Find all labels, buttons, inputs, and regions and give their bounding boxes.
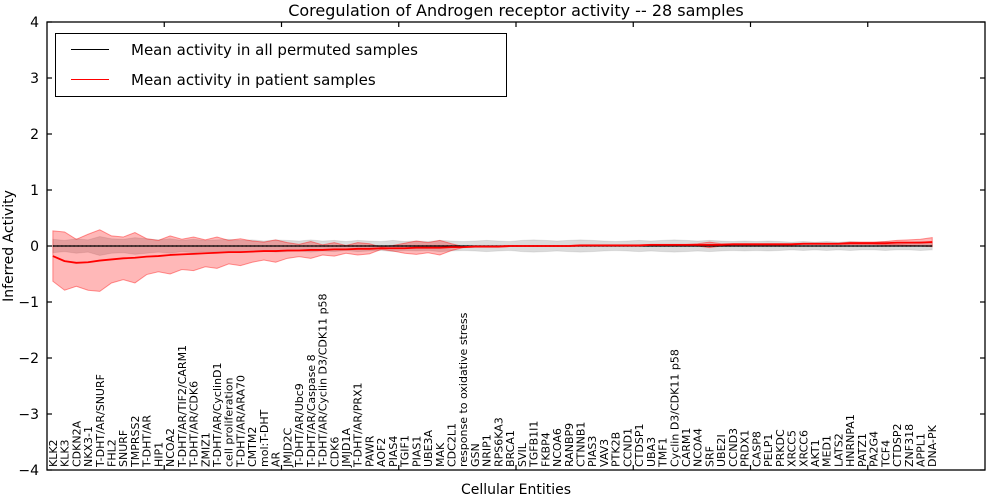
x-entity-label: JMJD1A xyxy=(340,428,353,468)
x-entity-label: SNURF xyxy=(117,430,130,467)
y-tick-label: 3 xyxy=(30,71,39,87)
x-entity-label: DNA-PK xyxy=(926,424,939,467)
x-entity-label: T-DHT/AR/Ubc9 xyxy=(293,383,306,468)
x-entity-label: UBA3 xyxy=(645,437,658,467)
x-entity-label: PAWR xyxy=(363,435,376,467)
x-entity-label: APPL1 xyxy=(915,433,928,467)
legend-line-sample-red xyxy=(71,79,109,80)
x-entity-label: T-DHT/AR/Caspase 8 xyxy=(305,354,318,468)
x-entity-label: ZNF318 xyxy=(903,424,916,467)
x-entity-label: KLK2 xyxy=(47,439,60,467)
y-tick-label: −3 xyxy=(18,407,39,423)
x-entity-label: CDKN2A xyxy=(70,420,83,467)
x-entity-label: NCOA4 xyxy=(692,428,705,467)
x-entity-label: UBE3A xyxy=(422,429,435,467)
x-entity-label: TMF1 xyxy=(657,437,670,468)
x-entity-label: T-DHT/AR/CDK6 xyxy=(188,381,201,468)
x-entity-label: TCF4 xyxy=(879,440,892,468)
x-entity-label: TGIF1 xyxy=(399,435,412,468)
x-entity-label: PATZ1 xyxy=(856,433,869,467)
x-entity-label: CASP8 xyxy=(750,431,763,467)
legend-label-permuted: Mean activity in all permuted samples xyxy=(131,40,418,59)
patient-mean-line xyxy=(52,241,933,264)
y-tick-label: −4 xyxy=(18,463,39,479)
x-entity-label: cell proliferation xyxy=(223,377,236,467)
x-entity-label: SRF xyxy=(703,446,716,467)
x-entity-label: NCOA2 xyxy=(164,428,177,467)
legend-label-patient: Mean activity in patient samples xyxy=(131,70,376,89)
y-tick-label: 4 xyxy=(30,15,39,31)
x-entity-label: PA2G4 xyxy=(868,431,881,467)
y-tick-label: 0 xyxy=(30,239,39,255)
x-entity-label: GSN xyxy=(469,443,482,467)
x-entity-label: PIAS3 xyxy=(586,436,599,467)
x-entity-label: VAV3 xyxy=(598,439,611,467)
x-entity-label: Cyclin D3/CDK11 p58 xyxy=(668,349,681,467)
x-entity-label: XRCC6 xyxy=(797,430,810,467)
x-entity-label: T-DHT/AR/TIF2/CARM1 xyxy=(176,345,189,468)
y-tick-label: −1 xyxy=(18,295,39,311)
x-entity-label: AR xyxy=(270,451,283,467)
x-entity-label: PIAS4 xyxy=(387,436,400,467)
x-entity-label: SVIL xyxy=(516,442,529,467)
x-entity-label: JMJD2C xyxy=(281,428,294,468)
y-tick-label: 1 xyxy=(30,183,39,199)
legend-line-sample-black xyxy=(71,49,109,50)
legend-entry-permuted: Mean activity in all permuted samples xyxy=(56,35,506,64)
x-entity-label: CDK6 xyxy=(328,437,341,467)
x-entity-label: PTK2B xyxy=(610,432,623,467)
x-entity-label: LATS2 xyxy=(832,433,845,467)
y-tick-label: 2 xyxy=(30,127,39,143)
x-entity-label: UBE2I xyxy=(715,434,728,467)
x-entity-label: BRCA1 xyxy=(504,430,517,467)
x-entity-label: T-DHT/AR/SNURF xyxy=(94,374,107,468)
x-entity-label: CARM1 xyxy=(680,428,693,467)
legend: Mean activity in all permuted samples Me… xyxy=(55,33,507,97)
x-entity-label: mol:T-DHT xyxy=(258,409,271,467)
x-entity-label: TMPRSS2 xyxy=(129,416,142,468)
x-entity-label: XRCC5 xyxy=(786,430,799,467)
chart-title: Coregulation of Androgen receptor activi… xyxy=(288,1,744,20)
x-entity-label: KLK3 xyxy=(59,439,72,467)
x-entity-label: response to oxidative stress xyxy=(457,312,470,467)
x-entity-label: CDC2L1 xyxy=(446,423,459,467)
x-entity-label: ZMIZ1 xyxy=(199,432,212,467)
legend-entry-patient: Mean activity in patient samples xyxy=(56,65,506,94)
x-entity-label: NRIP1 xyxy=(481,434,494,467)
x-entity-label: PELP1 xyxy=(762,434,775,467)
x-entity-label: PRDX1 xyxy=(739,430,752,467)
x-entity-label: CCND3 xyxy=(727,428,740,467)
x-entity-label: T-DHT/AR/ARA70 xyxy=(234,375,247,468)
x-entity-label: PRKDC xyxy=(774,429,787,467)
x-entity-label: HIP1 xyxy=(152,442,165,467)
x-entity-label: CMTM2 xyxy=(246,427,259,467)
x-entity-label: AKT1 xyxy=(809,439,822,467)
x-entity-label: AOF2 xyxy=(375,438,388,467)
x-entity-label: T-DHT/AR/Cyclin D3/CDK11 p58 xyxy=(317,293,330,468)
x-entity-label: FHL2 xyxy=(105,439,118,467)
x-entity-label: PIAS1 xyxy=(410,436,423,467)
patient-band xyxy=(52,229,933,292)
x-axis-label: Cellular Entities xyxy=(461,482,571,498)
x-entity-label: T-DHT/AR/PRX1 xyxy=(352,382,365,468)
x-entity-label: RANBP9 xyxy=(563,423,576,467)
x-entity-label: MED1 xyxy=(821,435,834,467)
x-entity-label: CCND1 xyxy=(621,428,634,467)
x-entity-label: NKX3-1 xyxy=(82,426,95,467)
x-entity-label: HNRNPA1 xyxy=(844,414,857,467)
x-entity-label: CTNNB1 xyxy=(574,422,587,467)
y-tick-label: −2 xyxy=(18,351,39,367)
x-entity-label: CTDSP2 xyxy=(891,424,904,467)
x-entity-label: NCOA6 xyxy=(551,428,564,467)
x-entity-label: RPS6KA3 xyxy=(492,417,505,467)
y-axis-label: Inferred Activity xyxy=(1,190,17,302)
x-entity-label: MAK xyxy=(434,442,447,467)
x-entity-label: T-DHT/AR/CyclinD1 xyxy=(211,362,224,468)
x-entity-label: CTDSP1 xyxy=(633,424,646,467)
x-entity-label: TGFB1I1 xyxy=(528,421,541,468)
x-entity-label: T-DHT/AR xyxy=(141,415,154,468)
x-entity-label: FKBP4 xyxy=(539,432,552,467)
